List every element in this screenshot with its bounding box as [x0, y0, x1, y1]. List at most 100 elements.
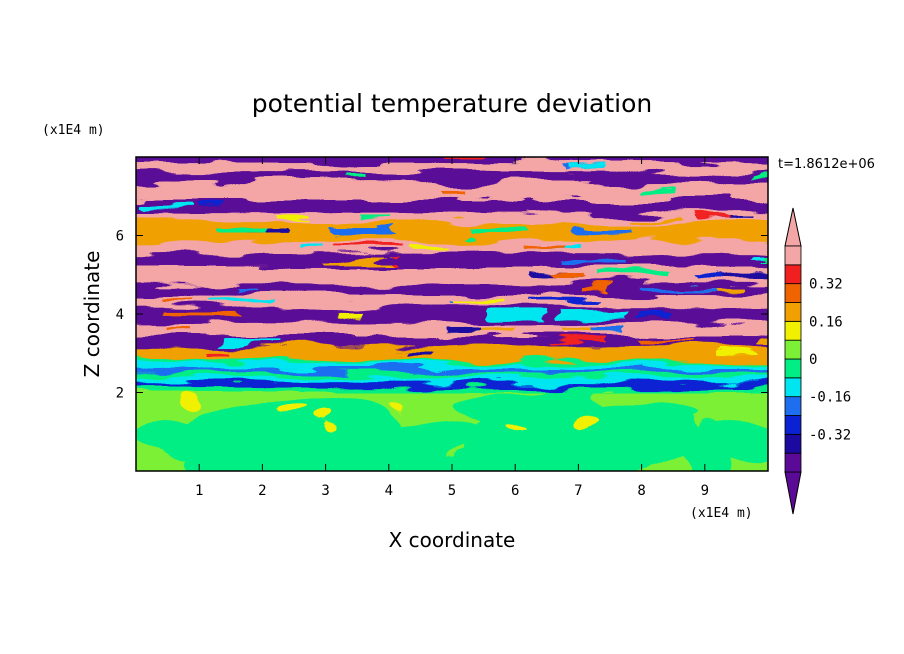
- upper-streak: [333, 245, 405, 250]
- upper-streak: [345, 174, 368, 179]
- upper-streak: [322, 258, 395, 263]
- upper-band: [136, 266, 768, 286]
- upper-streak: [695, 215, 733, 219]
- lower-layer-spot: [388, 406, 401, 415]
- lower-layer-spot: [284, 407, 310, 420]
- upper-streak: [589, 326, 622, 332]
- upper-streak: [720, 215, 755, 219]
- y-axis-label: Z coordinate: [80, 251, 104, 378]
- upper-band: [136, 212, 768, 224]
- upper-streak: [306, 245, 325, 250]
- upper-streak: [233, 287, 254, 292]
- upper-streak: [141, 204, 193, 209]
- upper-streak: [637, 339, 696, 343]
- colorbar-segment: [784, 396, 802, 416]
- transition-band: [136, 382, 768, 389]
- upper-band: [136, 222, 768, 243]
- plot-area: [136, 150, 768, 471]
- upper-streak: [559, 258, 628, 263]
- upper-streak: [656, 287, 718, 292]
- x-unit-label: (x1E4 m): [690, 506, 753, 521]
- upper-band: [136, 254, 768, 268]
- x-tick-label: 6: [511, 483, 519, 499]
- colorbar-under-triangle: [784, 471, 802, 515]
- chart-title: potential temperature deviation: [252, 89, 652, 118]
- upper-band: [136, 307, 768, 324]
- lower-layer-blob: [411, 454, 478, 471]
- upper-streak: [217, 228, 263, 235]
- transition-band: [136, 367, 768, 374]
- colorbar: -0.32 -0.16 0 0.16 0.32: [784, 207, 851, 515]
- x-tick-label: 7: [574, 483, 582, 499]
- colorbar-segment: [784, 320, 802, 341]
- field-lower-layer: [136, 390, 768, 471]
- upper-streak: [757, 339, 768, 343]
- upper-streak: [720, 349, 762, 355]
- colorbar-label: -0.32: [809, 427, 851, 443]
- x-axis: 1 2 3 4 5 6 7 8 9: [195, 157, 709, 499]
- colorbar-segment: [784, 415, 802, 435]
- upper-streak: [762, 258, 768, 263]
- upper-streak: [448, 326, 484, 332]
- lower-layer-blob: [189, 415, 324, 471]
- colorbar-segment: [784, 377, 802, 398]
- colorbar-segment: [784, 452, 802, 473]
- colorbar-segment: [784, 245, 802, 266]
- upper-streak: [360, 215, 389, 219]
- upper-streak: [451, 298, 505, 303]
- upper-band: [136, 284, 768, 297]
- y-axis: 2 4 6: [116, 229, 768, 402]
- colorbar-segment: [784, 339, 802, 360]
- upper-streak: [470, 326, 516, 332]
- upper-streak: [711, 272, 768, 279]
- upper-streak: [756, 349, 768, 355]
- colorbar-segment: [784, 433, 802, 454]
- upper-streak: [696, 272, 724, 279]
- upper-streak: [641, 311, 671, 318]
- upper-streak: [278, 215, 309, 219]
- z-unit-label: (x1E4 m): [42, 123, 105, 138]
- upper-streak: [438, 187, 462, 195]
- time-label: t=1.8612e+06: [778, 157, 875, 172]
- upper-streak: [580, 287, 608, 292]
- upper-streak: [531, 298, 601, 303]
- transition-band: [136, 363, 768, 369]
- x-tick-label: 4: [385, 483, 393, 499]
- upper-streak: [197, 204, 221, 209]
- upper-streak: [467, 228, 527, 235]
- lower-layer-blob: [353, 426, 487, 459]
- transition-band: [136, 377, 768, 384]
- lower-layer-blob: [687, 424, 730, 471]
- x-tick-label: 5: [448, 483, 456, 499]
- colorbar-segment: [784, 358, 802, 379]
- upper-streak: [376, 349, 405, 355]
- upper-streak: [163, 311, 239, 318]
- upper-streak: [444, 150, 498, 156]
- upper-band: [136, 241, 768, 256]
- colorbar-segment: [784, 264, 802, 285]
- upper-streak: [597, 272, 670, 279]
- upper-streak: [485, 311, 547, 318]
- upper-band: [136, 200, 768, 214]
- field-upper-layer: [136, 150, 768, 394]
- upper-streak: [208, 298, 273, 303]
- transition-band: [136, 358, 768, 365]
- upper-streak: [337, 311, 360, 318]
- upper-streak: [567, 150, 590, 156]
- upper-streak: [211, 349, 236, 355]
- upper-streak: [575, 228, 632, 235]
- upper-streak: [162, 298, 193, 303]
- y-tick-label: 4: [116, 307, 124, 323]
- lower-layer-blob: [471, 422, 524, 471]
- x-tick-label: 1: [195, 483, 203, 499]
- upper-band: [136, 345, 768, 361]
- lower-layer-spot: [323, 417, 341, 430]
- upper-streak: [550, 272, 584, 279]
- upper-band: [136, 171, 768, 184]
- upper-streak: [562, 326, 606, 332]
- colorbar-over-triangle: [784, 207, 802, 247]
- colorbar-label: 0.16: [809, 314, 843, 330]
- x-tick-label: 9: [701, 483, 709, 499]
- upper-streak: [748, 174, 768, 179]
